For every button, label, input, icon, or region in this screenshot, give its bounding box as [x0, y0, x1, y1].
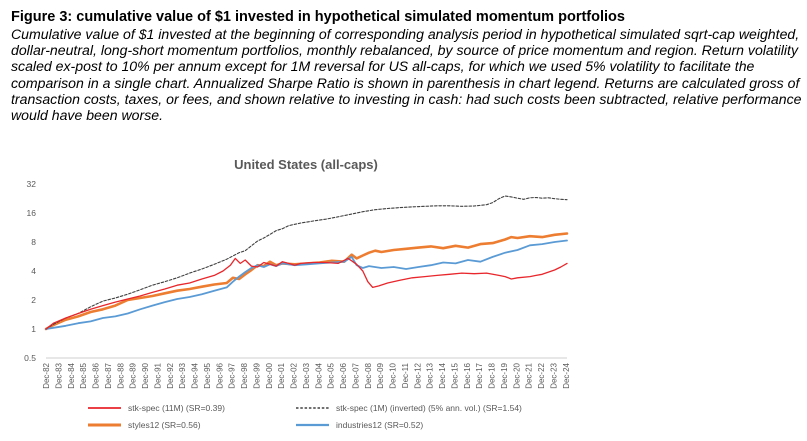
x-tick-label: Dec-09	[376, 362, 385, 388]
x-tick-label: Dec-15	[450, 362, 459, 388]
x-tick-label: Dec-18	[488, 362, 497, 388]
x-tick-label: Dec-90	[141, 362, 150, 388]
x-tick-label: Dec-84	[67, 362, 76, 388]
x-tick-label: Dec-93	[178, 362, 187, 388]
x-tick-label: Dec-00	[265, 362, 274, 388]
legend-label: styles12 (SR=0.56)	[128, 420, 201, 430]
y-tick-label: 0.5	[24, 353, 36, 363]
x-tick-label: Dec-17	[475, 362, 484, 388]
y-tick-label: 16	[27, 208, 37, 218]
x-tick-label: Dec-99	[252, 362, 261, 388]
x-tick-label: Dec-12	[413, 362, 422, 388]
y-tick-label: 8	[31, 237, 36, 247]
x-tick-label: Dec-89	[129, 362, 138, 388]
x-tick-label: Dec-13	[426, 362, 435, 388]
series-line-3	[45, 239, 568, 330]
x-tick-label: Dec-01	[277, 362, 286, 388]
x-tick-label: Dec-97	[228, 362, 237, 388]
legend-label: industries12 (SR=0.52)	[336, 420, 423, 430]
series-line-0	[45, 257, 568, 330]
legend-label: stk-spec (1M) (inverted) (5% ann. vol.) …	[336, 403, 522, 413]
x-tick-label: Dec-10	[389, 362, 398, 388]
x-tick-label: Dec-04	[314, 362, 323, 388]
x-tick-label: Dec-20	[512, 362, 521, 388]
x-tick-label: Dec-07	[351, 362, 360, 388]
legend-label: stk-spec (11M) (SR=0.39)	[128, 403, 225, 413]
x-tick-label: Dec-02	[290, 362, 299, 388]
y-tick-label: 32	[27, 179, 37, 189]
x-tick-label: Dec-83	[54, 362, 63, 388]
x-tick-label: Dec-88	[116, 362, 125, 388]
x-tick-label: Dec-21	[525, 362, 534, 388]
x-tick-label: Dec-24	[562, 362, 571, 388]
x-tick-label: Dec-23	[549, 362, 558, 388]
x-tick-label: Dec-03	[302, 362, 311, 388]
x-tick-label: Dec-22	[537, 362, 546, 388]
x-tick-label: Dec-82	[42, 362, 51, 388]
figure-caption: Cumulative value of $1 invested at the b…	[11, 26, 802, 124]
x-tick-label: Dec-94	[191, 362, 200, 388]
x-tick-label: Dec-06	[339, 362, 348, 388]
x-tick-label: Dec-87	[104, 362, 113, 388]
x-tick-label: Dec-86	[92, 362, 101, 388]
x-tick-label: Dec-85	[79, 362, 88, 388]
x-tick-label: Dec-08	[364, 362, 373, 388]
series-line-1	[45, 195, 568, 330]
y-tick-label: 4	[31, 266, 36, 276]
chart-title: United States (all-caps)	[234, 157, 378, 172]
x-tick-label: Dec-95	[203, 362, 212, 388]
x-tick-label: Dec-92	[166, 362, 175, 388]
x-tick-label: Dec-05	[327, 362, 336, 388]
x-tick-label: Dec-98	[240, 362, 249, 388]
x-tick-label: Dec-91	[153, 362, 162, 388]
x-tick-label: Dec-96	[215, 362, 224, 388]
y-tick-label: 1	[31, 324, 36, 334]
y-tick-label: 2	[31, 295, 36, 305]
x-tick-label: Dec-14	[438, 362, 447, 388]
x-tick-label: Dec-11	[401, 362, 410, 388]
figure-title: Figure 3: cumulative value of $1 investe…	[11, 9, 625, 25]
x-tick-label: Dec-19	[500, 362, 509, 388]
x-tick-label: Dec-16	[463, 362, 472, 388]
